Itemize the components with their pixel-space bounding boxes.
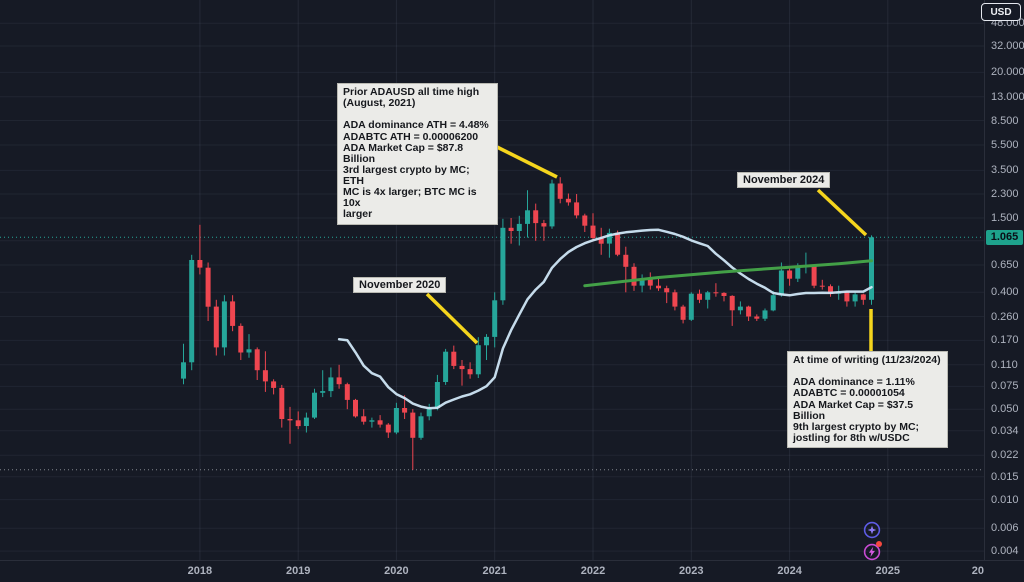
- currency-toggle-button[interactable]: USD: [981, 3, 1021, 21]
- price-tick-label: 0.010: [991, 493, 1019, 506]
- price-tick-label: 0.015: [991, 470, 1019, 483]
- time-tick-label: 20: [971, 565, 985, 577]
- sparkle-icon: [863, 521, 881, 539]
- lightning-fab-button[interactable]: [863, 541, 882, 561]
- price-tick-label: 8.500: [991, 114, 1019, 127]
- price-tick-label: 20.000: [991, 66, 1024, 79]
- price-tick-label: 0.022: [991, 449, 1019, 462]
- current-annotation-note[interactable]: At time of writing (11/23/2024) ADA domi…: [787, 351, 948, 448]
- candlestick-chart[interactable]: [0, 0, 984, 560]
- price-tick-label: 0.170: [991, 334, 1019, 347]
- annotation-pointer-line[interactable]: [425, 292, 479, 345]
- notification-dot: [876, 541, 882, 547]
- time-tick-label: 2024: [777, 565, 802, 577]
- price-tick-label: 0.006: [991, 522, 1019, 535]
- price-tick-label: 0.075: [991, 380, 1019, 393]
- sma-line[interactable]: [337, 228, 873, 410]
- price-tick-label: 2.300: [991, 188, 1019, 200]
- price-tick-label: 5.500: [991, 139, 1019, 151]
- price-tick-label: 0.050: [991, 403, 1019, 416]
- candles-layer: [181, 177, 874, 470]
- price-tick-label: 3.500: [991, 164, 1019, 177]
- price-tick-label: 0.400: [991, 286, 1019, 299]
- time-tick-label: 2022: [580, 565, 606, 577]
- time-axis[interactable]: 2018 2019 2020 2021 2022 2023 2024 2025 20: [0, 560, 1024, 582]
- price-tick-label: 32.000: [991, 40, 1024, 52]
- sparkle-fab-button[interactable]: [863, 521, 881, 539]
- price-tick-label: 0.650: [991, 259, 1019, 271]
- annotation-pointer-line[interactable]: [816, 188, 868, 237]
- price-tick-label: 0.004: [991, 545, 1019, 558]
- november-2024-label[interactable]: November 2024: [737, 172, 831, 188]
- price-tick-label: 0.260: [991, 310, 1019, 323]
- lightning-icon: [863, 543, 881, 561]
- current-price-label: 1.065: [986, 229, 1023, 245]
- time-tick-label: 2018: [187, 565, 213, 577]
- trend-line[interactable]: [583, 259, 873, 288]
- ath-annotation-note[interactable]: Prior ADAUSD all time high (August, 2021…: [337, 83, 498, 225]
- price-axis[interactable]: 48.000 32.000 20.000 13.000 8.500 5.500 3.500 2…: [984, 0, 1024, 560]
- time-tick-label: 2020: [384, 565, 409, 577]
- price-tick-label: 0.110: [991, 358, 1018, 371]
- time-tick-label: 2025: [875, 565, 901, 577]
- annotation-pointer-line[interactable]: [496, 145, 558, 179]
- price-tick-label: 13.000: [991, 90, 1024, 103]
- price-tick-label: 1.500: [991, 212, 1019, 224]
- time-tick-label: 2023: [679, 565, 704, 577]
- time-tick-label: 2021: [482, 565, 507, 577]
- time-tick-label: 2019: [285, 565, 311, 577]
- grid-layer: [0, 0, 984, 560]
- november-2020-label[interactable]: November 2020: [353, 277, 447, 293]
- price-tick-label: 0.034: [991, 424, 1019, 437]
